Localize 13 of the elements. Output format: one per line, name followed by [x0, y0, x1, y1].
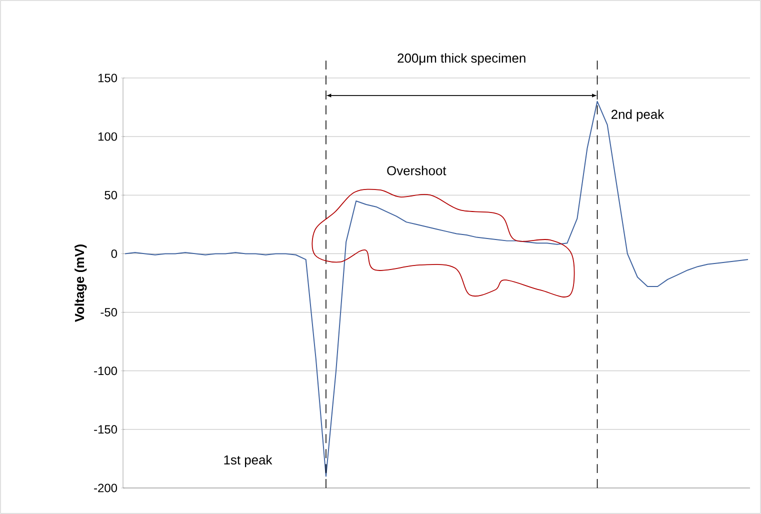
y-tick-label: -150	[94, 425, 118, 434]
y-tick-label: 50	[104, 190, 118, 200]
y-tick-label: -100	[94, 366, 118, 376]
annotation: Overshoot	[387, 166, 446, 176]
y-tick-label: 100	[98, 132, 118, 141]
y-tick-label: 150	[98, 74, 118, 82]
y-tick-label: -50	[100, 308, 118, 316]
annotation: 2nd peak	[612, 109, 664, 122]
y-tick-label: -200	[94, 484, 118, 492]
y-tick-label: 0	[111, 249, 118, 258]
text: 200μm thick specimen	[398, 53, 526, 66]
annotation: 1st peak	[224, 455, 272, 468]
y-axis-title: Voltage (mV)	[74, 244, 87, 322]
